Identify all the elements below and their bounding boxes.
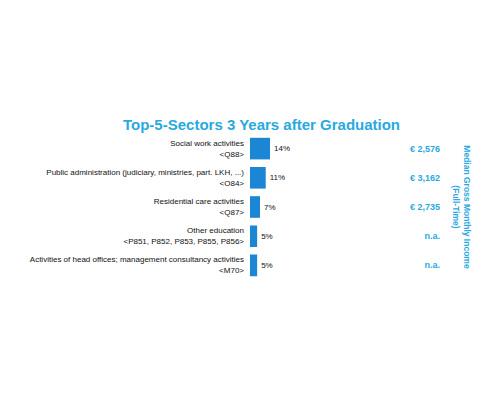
svg-text:Public administration (judicia: Public administration (judiciary, minist…	[46, 168, 244, 177]
svg-text:n.a.: n.a.	[424, 260, 440, 270]
svg-text:Social work activities: Social work activities	[170, 139, 244, 148]
svg-text:€ 3,162: € 3,162	[410, 173, 440, 183]
svg-text:14%: 14%	[274, 144, 290, 153]
svg-text:Other education: Other education	[187, 226, 244, 235]
svg-text:Median Gross Monthly Income: Median Gross Monthly Income	[462, 145, 472, 269]
svg-text:5%: 5%	[261, 232, 273, 241]
svg-text:Activities of head offices; ma: Activities of head offices; management c…	[30, 255, 244, 264]
svg-text:Top-5-Sectors 3 Years after Gr: Top-5-Sectors 3 Years after Graduation	[123, 116, 400, 133]
svg-text:€ 2,576: € 2,576	[410, 144, 440, 154]
svg-text:5%: 5%	[261, 261, 273, 270]
svg-text:€ 2,735: € 2,735	[410, 202, 440, 212]
svg-text:<O84>: <O84>	[220, 179, 245, 188]
svg-text:<Q87>: <Q87>	[220, 208, 245, 217]
svg-text:<Q88>: <Q88>	[220, 150, 245, 159]
svg-text:7%: 7%	[264, 203, 276, 212]
svg-text:Residential care activities: Residential care activities	[154, 197, 244, 206]
svg-text:<M70>: <M70>	[219, 266, 244, 275]
svg-text:(Full-Time): (Full-Time)	[451, 185, 461, 228]
svg-text:n.a.: n.a.	[424, 231, 440, 241]
svg-text:<P851, P852, P853, P855, P856>: <P851, P852, P853, P855, P856>	[123, 237, 244, 246]
svg-text:11%: 11%	[270, 173, 285, 182]
